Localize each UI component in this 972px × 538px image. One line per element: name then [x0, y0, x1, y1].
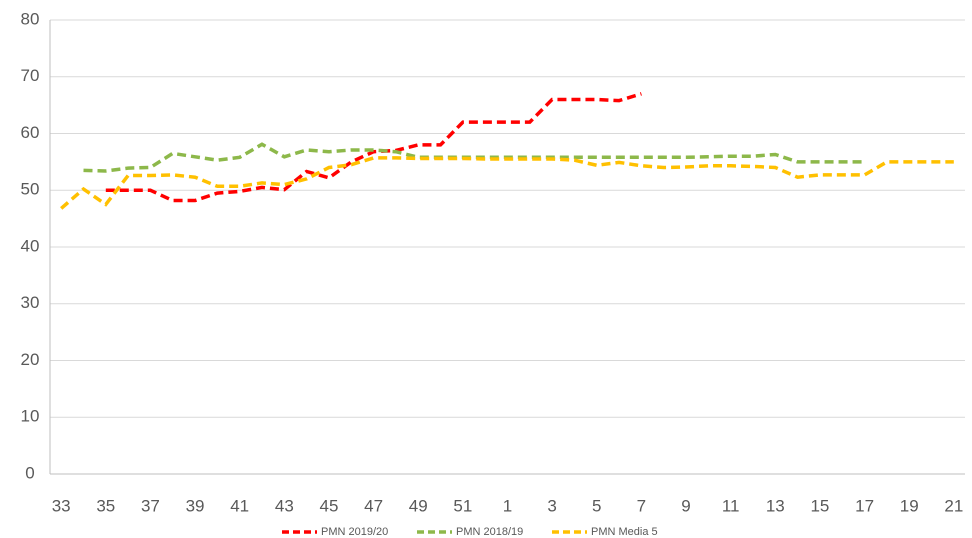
legend-label: PMN Media 5: [591, 526, 658, 538]
y-tick-label: 70: [21, 66, 40, 85]
x-tick-label: 49: [409, 496, 428, 515]
x-tick-label: 47: [364, 496, 383, 515]
series-line: [83, 142, 865, 173]
x-tick-label: 21: [944, 496, 963, 515]
x-tick-label: 35: [96, 496, 115, 515]
x-tick-label: 51: [453, 496, 472, 515]
x-tick-label: 19: [900, 496, 919, 515]
x-tick-label: 17: [855, 496, 874, 515]
x-tick-label: 33: [52, 496, 71, 515]
x-tick-label: 9: [681, 496, 690, 515]
legend-label: PMN 2019/20: [321, 526, 388, 538]
x-tick-label: 43: [275, 496, 294, 515]
x-tick-label: 1: [503, 496, 512, 515]
y-tick-label: 30: [21, 293, 40, 312]
x-tick-label: 15: [810, 496, 829, 515]
x-tick-label: 41: [230, 496, 249, 515]
x-tick-label: 11: [722, 496, 740, 515]
x-tick-label: 37: [141, 496, 160, 515]
x-tick-label: 13: [766, 496, 785, 515]
x-tick-label: 5: [592, 496, 601, 515]
y-tick-label: 20: [21, 350, 40, 369]
x-tick-label: 3: [547, 496, 556, 515]
x-tick-label: 45: [320, 496, 339, 515]
y-tick-label: 0: [25, 463, 34, 482]
legend-label: PMN 2018/19: [456, 526, 523, 538]
y-tick-label: 60: [21, 123, 40, 142]
y-tick-label: 40: [21, 236, 40, 255]
y-tick-label: 80: [21, 9, 40, 28]
x-tick-label: 39: [186, 496, 205, 515]
y-tick-label: 10: [21, 407, 40, 426]
series-line: [105, 92, 642, 203]
x-tick-label: 7: [637, 496, 646, 515]
y-tick-label: 50: [21, 180, 40, 199]
series-line: [60, 156, 954, 210]
